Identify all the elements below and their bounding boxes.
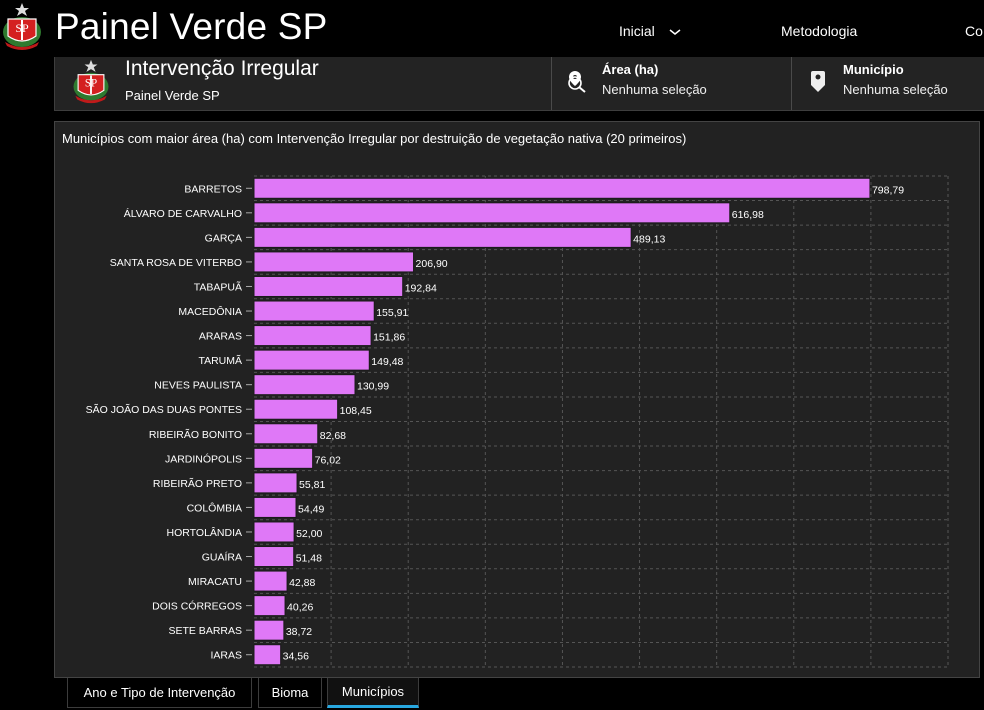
category-label: SÃO JOÃO DAS DUAS PONTES xyxy=(86,403,242,416)
map-pin-search-icon xyxy=(568,71,586,93)
page-subtitle: Painel Verde SP xyxy=(125,88,220,103)
value-label: 40,26 xyxy=(287,602,313,614)
category-label: GUAÍRA xyxy=(202,551,242,564)
bar xyxy=(253,275,404,297)
nav-inicial-label: Inicial xyxy=(619,23,655,39)
value-label: 151,86 xyxy=(373,332,405,344)
value-label: 155,91 xyxy=(376,307,408,319)
divider xyxy=(791,57,792,110)
sp-coat-of-arms-icon: SP xyxy=(73,59,109,104)
tab-ano-tipo-intervencao[interactable]: Ano e Tipo de Intervenção xyxy=(67,678,252,708)
bar xyxy=(253,521,295,543)
area-selector-label: Área (ha) xyxy=(602,62,659,77)
value-label: 192,84 xyxy=(405,282,437,294)
nav-co[interactable]: Co xyxy=(965,23,983,39)
bar-chart: BARRETOS 798,79 ÁLVARO DE CARVALHO 616,98 GA… xyxy=(86,175,949,668)
municipio-selector-value: Nenhuma seleção xyxy=(843,82,948,97)
bar xyxy=(253,644,282,666)
tab-bioma[interactable]: Bioma xyxy=(258,678,322,708)
category-label: RIBEIRÃO BONITO xyxy=(149,428,242,441)
value-label: 55,81 xyxy=(299,479,325,491)
municipio-selector[interactable]: Município Nenhuma seleção xyxy=(807,61,984,107)
value-label: 42,88 xyxy=(289,577,315,589)
category-label: BARRETOS xyxy=(184,183,242,195)
category-label: JARDINÓPOLIS xyxy=(165,452,242,465)
bar xyxy=(253,374,356,396)
category-label: RIBEIRÃO PRETO xyxy=(153,477,242,490)
area-selector-value: Nenhuma seleção xyxy=(602,82,707,97)
value-label: 76,02 xyxy=(315,454,341,466)
value-label: 206,90 xyxy=(416,258,448,270)
nav-metodologia[interactable]: Metodologia xyxy=(781,23,858,39)
category-label: ARARAS xyxy=(199,331,242,343)
category-label: TARUMÃ xyxy=(198,354,242,367)
bar xyxy=(253,226,632,248)
bar xyxy=(253,423,319,445)
category-label: SANTA ROSA DE VITERBO xyxy=(110,257,242,269)
category-label: HORTOLÂNDIA xyxy=(167,526,242,539)
info-bar: SP Intervenção Irregular Painel Verde SP… xyxy=(54,57,984,111)
value-label: 130,99 xyxy=(357,381,389,393)
bar xyxy=(253,202,731,224)
chart-title: Municípios com maior área (ha) com Inter… xyxy=(62,131,687,146)
category-label: ÁLVARO DE CARVALHO xyxy=(124,207,242,220)
category-label: GARÇA xyxy=(205,232,242,244)
app-title: Painel Verde SP xyxy=(55,6,328,47)
chevron-down-icon xyxy=(669,29,681,36)
bar xyxy=(253,472,298,494)
page-title: Intervenção Irregular xyxy=(125,57,319,80)
category-label: DOIS CÓRREGOS xyxy=(152,600,242,613)
value-label: 82,68 xyxy=(320,430,346,442)
bar xyxy=(253,570,288,592)
bar xyxy=(253,325,372,347)
category-label: IARAS xyxy=(210,650,242,662)
value-label: 149,48 xyxy=(371,356,403,368)
tab-municipios[interactable]: Municípios xyxy=(327,678,419,708)
value-label: 489,13 xyxy=(633,233,665,245)
bar xyxy=(253,177,871,199)
category-label: TABAPUÃ xyxy=(194,280,242,293)
bar xyxy=(253,251,415,273)
category-label: MIRACATU xyxy=(188,576,242,588)
bar xyxy=(253,398,339,420)
value-label: 616,98 xyxy=(732,209,764,221)
bar xyxy=(253,595,286,617)
value-label: 108,45 xyxy=(340,405,372,417)
chart-panel: Municípios com maior área (ha) com Inter… xyxy=(54,121,980,678)
value-label: 54,49 xyxy=(298,503,324,515)
category-label: NEVES PAULISTA xyxy=(154,380,242,392)
bar xyxy=(253,546,295,568)
bar xyxy=(253,300,375,322)
bar xyxy=(253,447,314,469)
value-label: 798,79 xyxy=(872,184,904,196)
top-header: SP Painel Verde SP Inicial Metodologia C… xyxy=(0,0,984,57)
map-pin-icon xyxy=(811,71,825,92)
value-label: 34,56 xyxy=(283,651,309,663)
value-label: 52,00 xyxy=(296,528,322,540)
category-label: COLÔMBIA xyxy=(187,501,242,514)
bar xyxy=(253,619,285,641)
bar xyxy=(253,349,370,371)
divider xyxy=(551,57,552,110)
nav-inicial[interactable]: Inicial xyxy=(619,23,681,39)
bar xyxy=(253,496,297,518)
category-label: MACEDÔNIA xyxy=(178,305,242,318)
value-label: 38,72 xyxy=(286,626,312,638)
area-selector[interactable]: Área (ha) Nenhuma seleção xyxy=(566,61,786,107)
category-label: SETE BARRAS xyxy=(168,625,242,637)
municipio-selector-label: Município xyxy=(843,62,904,77)
sp-coat-of-arms-icon: SP xyxy=(3,3,41,50)
value-label: 51,48 xyxy=(296,553,322,565)
